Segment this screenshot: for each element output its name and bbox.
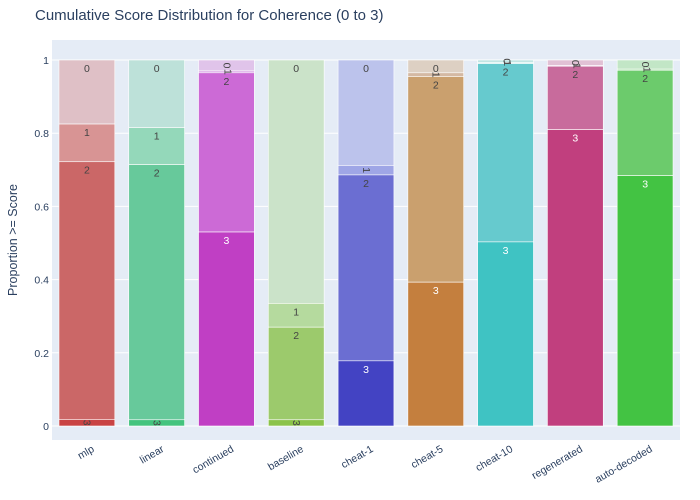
bar-segment-score-2[interactable]: [547, 65, 604, 130]
bar-segment-score-3[interactable]: [477, 241, 534, 427]
y-axis-label: Proportion >= Score: [6, 184, 20, 296]
segment-label: 1: [154, 131, 160, 143]
bar-group-mlp: 0 1 2 3: [58, 59, 116, 427]
bar-group-auto-decoded: 012 3: [616, 59, 674, 427]
bar-group-cheat-1: 0 1 2 3: [337, 59, 395, 427]
bar-segment-score-3[interactable]: [268, 419, 325, 427]
bar-segment-score-3[interactable]: [128, 419, 185, 427]
y-tick-label: 0.2: [34, 348, 49, 360]
bar-group-linear: 0 1 2 3: [128, 59, 185, 427]
segment-label: 3: [363, 364, 369, 376]
segment-label: 0: [639, 62, 651, 68]
segment-label: 3: [572, 133, 578, 145]
bar-segment-score-3[interactable]: [198, 231, 255, 427]
segment-label: 2: [224, 76, 230, 88]
y-tick-label: 0: [43, 421, 49, 433]
segment-label: 0: [500, 58, 512, 64]
bar-group-baseline: 0 1 2 3: [268, 59, 325, 427]
segment-label: 2: [154, 168, 160, 180]
bar-segment-score-3[interactable]: [547, 129, 604, 427]
bar-segment-score-2[interactable]: [58, 161, 116, 420]
segment-label: 3: [81, 420, 93, 426]
segment-label: 2: [572, 69, 578, 81]
segment-label: 3: [224, 235, 230, 247]
bar-segment-score-0[interactable]: [268, 59, 325, 304]
bar-segment-score-0[interactable]: [337, 59, 395, 166]
bar-segment-score-2[interactable]: [616, 69, 674, 176]
segment-label: 2: [503, 67, 509, 79]
bar-segment-score-3[interactable]: [407, 281, 464, 427]
x-tick-label: auto-decoded: [593, 443, 655, 486]
segment-label: 1: [430, 72, 442, 78]
segment-label: 0: [154, 63, 160, 75]
bar-segment-score-2[interactable]: [477, 63, 534, 243]
segment-label: 2: [84, 165, 90, 177]
x-tick-label: regenerated: [530, 443, 585, 482]
bar-segment-score-1[interactable]: [128, 127, 185, 165]
bar-group-regenerated: 012 3: [547, 59, 604, 427]
bar-segment-score-2[interactable]: [337, 174, 395, 362]
x-tick-label: continued: [190, 443, 236, 476]
bar-segment-score-3[interactable]: [58, 419, 116, 427]
segment-label: 1: [84, 127, 90, 139]
segment-label: 0: [569, 60, 581, 66]
segment-label: 3: [642, 179, 648, 191]
x-tick-label: linear: [138, 443, 167, 466]
y-tick-label: 0.8: [34, 128, 49, 140]
segment-label: 1: [571, 63, 583, 69]
segment-label: 0: [293, 63, 299, 75]
y-tick-label: 1: [43, 55, 49, 67]
bar-segment-score-2[interactable]: [407, 76, 464, 283]
segment-label: 3: [433, 285, 439, 297]
segment-label: 3: [151, 420, 163, 426]
segment-label: 1: [222, 69, 234, 75]
x-tick-label: mlp: [76, 443, 97, 462]
segment-label: 1: [640, 67, 652, 73]
bar-segment-score-2[interactable]: [268, 326, 325, 421]
bar-group-cheat-5: 012 3: [407, 59, 464, 427]
bar-group-continued: 012 3: [198, 59, 255, 427]
segment-label: 0: [363, 63, 369, 75]
bar-group-cheat-10: 012 3: [477, 58, 534, 427]
bar-segment-score-3[interactable]: [616, 175, 674, 427]
segment-label: 0: [84, 63, 90, 75]
chart-title: Cumulative Score Distribution for Cohere…: [35, 7, 384, 24]
y-tick-label: 0.6: [34, 201, 49, 213]
x-tick-label: cheat-10: [474, 443, 516, 474]
x-tick-label: cheat-5: [409, 443, 445, 471]
segment-label: 2: [642, 73, 648, 85]
bar-segment-score-2[interactable]: [128, 164, 185, 421]
segment-label: 1: [501, 60, 513, 66]
x-tick-label: cheat-1: [339, 443, 375, 471]
segment-label: 1: [293, 306, 299, 318]
bar-segment-score-2[interactable]: [198, 72, 255, 233]
y-tick-label: 0.4: [34, 275, 49, 287]
bar-segment-score-3[interactable]: [337, 360, 395, 427]
segment-label: 3: [290, 420, 302, 426]
segment-label: 3: [503, 245, 509, 257]
segment-label: 0: [220, 63, 232, 69]
x-tick-label: baseline: [266, 443, 306, 473]
bar-segment-score-0[interactable]: [128, 59, 185, 129]
bar-segment-score-0[interactable]: [58, 59, 116, 125]
segment-label: 2: [293, 330, 299, 342]
segment-label: 2: [433, 79, 439, 91]
segment-label: 1: [360, 167, 372, 173]
segment-label: 2: [363, 178, 369, 190]
segment-label: 0: [433, 63, 439, 75]
